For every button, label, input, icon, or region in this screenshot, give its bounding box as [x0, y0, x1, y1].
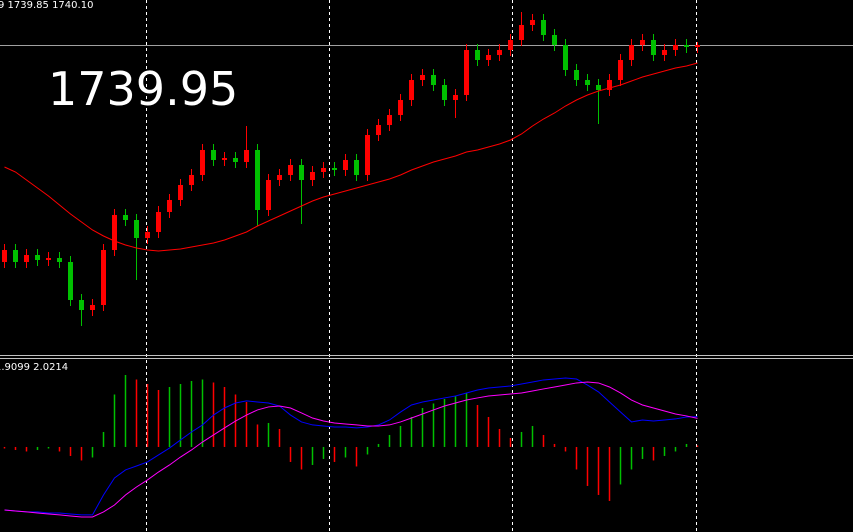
candle-body — [266, 180, 271, 210]
candle-body — [288, 165, 293, 175]
candle-body — [200, 150, 205, 175]
candle-body — [574, 70, 579, 80]
candle-body — [607, 80, 612, 90]
candle-body — [442, 85, 447, 100]
candle-body — [123, 215, 128, 220]
candle-body — [497, 50, 502, 55]
candle-body — [596, 85, 601, 90]
candle-body — [530, 20, 535, 25]
candle-body — [13, 250, 18, 262]
candle-body — [222, 158, 227, 160]
price-label: 1739.95 — [48, 62, 238, 116]
candle-body — [376, 125, 381, 135]
candle-body — [464, 50, 469, 95]
candle-body — [508, 40, 513, 50]
candle-body — [299, 165, 304, 180]
candle-body — [552, 35, 557, 45]
moving-average — [4, 62, 698, 252]
candle-body — [156, 212, 161, 232]
candle-body — [563, 45, 568, 70]
candle-body — [310, 172, 315, 180]
candle-body — [79, 300, 84, 310]
candle-body — [618, 60, 623, 80]
candle-body — [431, 75, 436, 85]
candle-body — [24, 255, 29, 262]
candle-body — [651, 40, 656, 55]
candle-body — [189, 175, 194, 185]
candle-body — [46, 258, 51, 260]
candle-body — [211, 150, 216, 160]
candle-body — [57, 258, 62, 262]
candle-body — [134, 220, 139, 238]
candle-body — [332, 168, 337, 170]
candle-body — [398, 100, 403, 115]
candle-body — [475, 50, 480, 60]
candle-body — [35, 255, 40, 260]
candle-body — [354, 160, 359, 175]
candle-body — [409, 80, 414, 100]
candle-body — [90, 305, 95, 310]
indicator-line — [4, 381, 698, 518]
candle-body — [343, 160, 348, 170]
candle-body — [453, 95, 458, 100]
candle-body — [321, 168, 326, 172]
candle-body — [519, 25, 524, 40]
candle-body — [244, 150, 249, 162]
candle-body — [233, 158, 238, 162]
candle-body — [167, 200, 172, 212]
candle-body — [673, 45, 678, 50]
candle-body — [387, 115, 392, 125]
candle-body — [277, 175, 282, 180]
candle-body — [145, 232, 150, 238]
price-panel — [0, 12, 853, 326]
macd-header: 1.9099 2.0214 — [0, 362, 68, 373]
candle-body — [2, 250, 7, 262]
candle-body — [255, 150, 260, 210]
candle-body — [640, 40, 645, 45]
candle-body — [585, 80, 590, 85]
candle-body — [420, 75, 425, 80]
macd-panel — [3, 374, 699, 518]
candle-body — [695, 45, 700, 47]
candle-body — [662, 50, 667, 55]
candle-body — [486, 55, 491, 60]
candle-body — [178, 185, 183, 200]
price-header: 9 1739.85 1740.10 — [0, 0, 93, 11]
candle-body — [112, 215, 117, 250]
candle-body — [629, 45, 634, 60]
candle-body — [541, 20, 546, 35]
candle-body — [101, 250, 106, 305]
candle-body — [365, 135, 370, 175]
candle-body — [68, 262, 73, 300]
candle-body — [684, 45, 689, 47]
